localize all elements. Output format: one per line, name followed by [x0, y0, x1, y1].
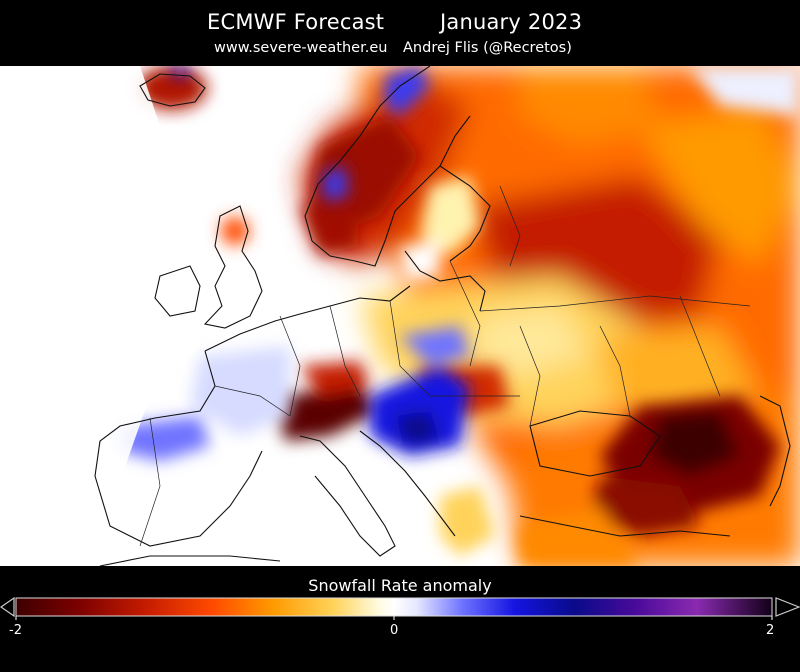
anomaly-field: [0, 66, 800, 566]
forecast-month: January 2023: [440, 10, 583, 34]
colorbar: [0, 596, 800, 620]
colorbar-title: Snowfall Rate anomaly: [308, 576, 492, 595]
anomaly-map: [0, 66, 800, 566]
colorbar-gradient: [15, 597, 773, 617]
colorbar-label-min: -2: [9, 623, 22, 638]
header: ECMWF Forecast January 2023 www.severe-w…: [0, 0, 800, 66]
colorbar-min-arrow: [0, 596, 15, 618]
colorbar-label-zero: 0: [390, 623, 399, 638]
colorbar-label-max: 2: [766, 623, 775, 638]
author-credit: Andrej Flis (@Recretos): [403, 40, 572, 56]
colorbar-max-arrow: [775, 597, 800, 617]
map-title: ECMWF Forecast: [207, 10, 385, 34]
map-canvas: [0, 66, 800, 566]
country-borders: [139, 185, 751, 547]
colorbar-panel: Snowfall Rate anomaly: [0, 566, 800, 672]
source-website: www.severe-weather.eu: [214, 40, 388, 56]
coastlines: [94, 66, 791, 566]
